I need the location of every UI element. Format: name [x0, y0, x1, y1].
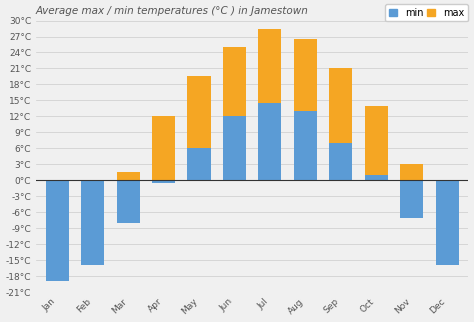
Bar [329, 69, 352, 180]
Bar [81, 180, 104, 204]
Bar [365, 106, 388, 180]
Bar [400, 164, 423, 180]
Bar [152, 180, 175, 183]
Bar [188, 76, 210, 180]
Bar [258, 29, 282, 180]
Bar [46, 180, 69, 225]
Bar [223, 116, 246, 180]
Bar [436, 180, 459, 188]
Bar [258, 103, 282, 180]
Bar [188, 148, 210, 180]
Legend: min, max: min, max [385, 4, 468, 22]
Bar [223, 47, 246, 180]
Bar [294, 111, 317, 180]
Bar [46, 180, 69, 281]
Bar [436, 180, 459, 265]
Bar [81, 180, 104, 265]
Bar [294, 39, 317, 180]
Text: Average max / min temperatures (°C ) in Jamestown: Average max / min temperatures (°C ) in … [36, 5, 309, 15]
Bar [329, 143, 352, 180]
Bar [152, 116, 175, 180]
Bar [400, 180, 423, 218]
Bar [117, 172, 140, 180]
Bar [117, 180, 140, 223]
Bar [365, 175, 388, 180]
